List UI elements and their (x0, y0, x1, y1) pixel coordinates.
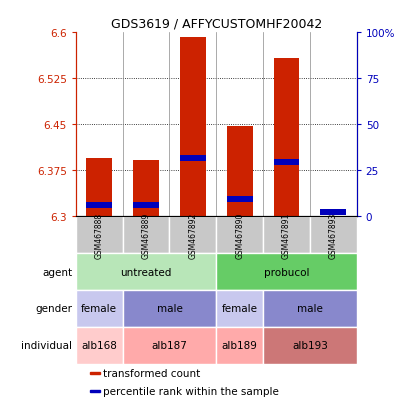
Bar (263, 217, 309, 254)
Text: GSM467888: GSM467888 (94, 212, 103, 258)
Text: female: female (221, 304, 257, 314)
Text: alb187: alb187 (151, 340, 187, 351)
Bar (90, 390, 100, 392)
Text: GSM467892: GSM467892 (188, 212, 197, 258)
Bar (180, 38, 205, 217)
Text: male: male (156, 304, 182, 314)
Bar (122, 290, 216, 327)
Text: percentile rank within the sample: percentile rank within the sample (103, 387, 279, 396)
Bar (309, 217, 356, 254)
Bar (263, 327, 356, 364)
Bar (273, 59, 299, 217)
Bar (76, 327, 122, 364)
Text: probucol: probucol (263, 267, 308, 277)
Text: alb193: alb193 (291, 340, 327, 351)
Bar (90, 372, 100, 374)
Text: GSM467893: GSM467893 (328, 212, 337, 259)
Bar (133, 203, 159, 209)
Title: GDS3619 / AFFYCUSTOMHF20042: GDS3619 / AFFYCUSTOMHF20042 (110, 17, 321, 31)
Text: alb189: alb189 (221, 340, 257, 351)
Text: agent: agent (42, 267, 72, 277)
Bar (76, 217, 122, 254)
Bar (86, 159, 112, 217)
Bar (216, 290, 263, 327)
Text: female: female (81, 304, 117, 314)
Bar (216, 254, 356, 290)
Text: male: male (296, 304, 322, 314)
Text: gender: gender (35, 304, 72, 314)
Text: individual: individual (21, 340, 72, 351)
Bar (76, 254, 216, 290)
Bar (169, 217, 216, 254)
Bar (133, 161, 159, 217)
Bar (320, 209, 345, 216)
Bar (86, 202, 112, 208)
Bar (122, 217, 169, 254)
Bar (180, 156, 205, 161)
Bar (76, 290, 122, 327)
Text: GSM467891: GSM467891 (281, 212, 290, 258)
Bar (216, 217, 263, 254)
Text: alb168: alb168 (81, 340, 117, 351)
Text: GSM467890: GSM467890 (235, 212, 244, 259)
Bar (216, 327, 263, 364)
Bar (263, 290, 356, 327)
Text: transformed count: transformed count (103, 368, 200, 378)
Bar (122, 327, 216, 364)
Bar (226, 197, 252, 203)
Text: untreated: untreated (120, 267, 171, 277)
Bar (226, 127, 252, 217)
Text: GSM467889: GSM467889 (141, 212, 150, 258)
Bar (273, 160, 299, 166)
